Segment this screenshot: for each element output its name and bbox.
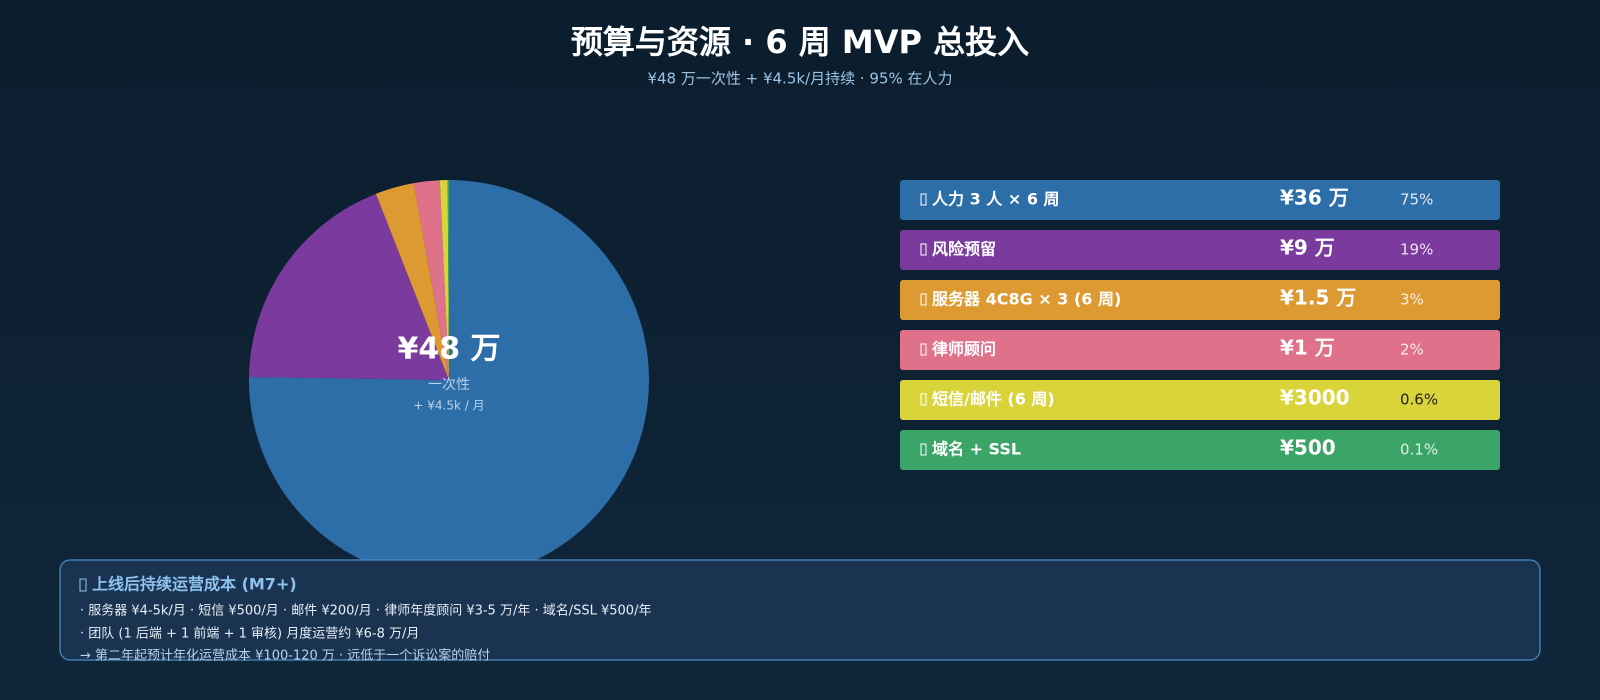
row-bg [900,330,1500,370]
row-amount: ¥9 万 [1280,236,1335,260]
row-amount: ¥3000 [1280,386,1350,410]
row-bg [900,380,1500,420]
row-bg [900,430,1500,470]
icon [920,443,927,456]
pie-slice [249,193,449,380]
chart-title: 预算与资源 · 6 周 MVP 总投入 [571,23,1029,61]
row-amount: ¥500 [1280,436,1336,460]
legend-rows: 人力 3 人 × 6 周 ¥36 万 75% 风险预留 ¥9 万 19% 服务器 4C8G … [900,180,1500,470]
ongoing-box [59,559,1541,661]
icon [920,393,927,406]
icon [920,193,927,206]
row-label: 律师顾问 [932,340,996,359]
pie-slice [447,180,449,380]
ongoing-line: · 团队 (1 后端 + 1 前端 + 1 审核) 月度运营约 ¥6-8 万/月 [80,626,419,642]
chart-subtitle: ¥48 万一次性 + ¥4.5k/月持续 · 95% 在人力 [647,70,952,88]
pie [248,180,649,580]
pie-slice [413,180,449,380]
ongoing-line: · 服务器 ¥4-5k/月 · 短信 ¥500/月 · 邮件 ¥200/月 · … [80,603,651,619]
ongoing-title: 上线后持续运营成本 (M7+) [92,575,297,594]
row-bg [900,280,1500,320]
center-note: + ¥4.5k / 月 [413,399,484,413]
row-percent: 19% [1400,241,1433,259]
row-bg [900,180,1500,220]
row-amount: ¥1 万 [1280,336,1335,360]
icon [920,293,927,306]
center-value: ¥48 万 [397,332,500,367]
row-label: 域名 + SSL [932,440,1021,459]
row-amount: ¥1.5 万 [1280,286,1356,310]
row-percent: 0.6% [1400,391,1438,409]
icon [79,578,87,592]
row-percent: 2% [1400,341,1424,359]
row-label: 风险预留 [932,240,996,259]
row-label: 人力 3 人 × 6 周 [932,190,1060,209]
ongoing-line: → 第二年起预计年化运营成本 ¥100-120 万 · 远低于一个诉讼案的赔付 [80,648,490,664]
icon [920,243,927,256]
row-label: 短信/邮件 (6 周) [932,390,1055,409]
row-percent: 3% [1400,291,1424,309]
pie-slice [248,180,649,580]
row-percent: 75% [1400,191,1433,209]
row-percent: 0.1% [1400,441,1438,459]
icon [920,343,927,356]
row-amount: ¥36 万 [1280,186,1349,210]
row-bg [900,230,1500,270]
pie-slice [439,180,449,380]
pie-slice [375,183,449,380]
center-label: 一次性 [428,377,470,393]
row-label: 服务器 4C8G × 3 (6 周) [932,290,1121,309]
